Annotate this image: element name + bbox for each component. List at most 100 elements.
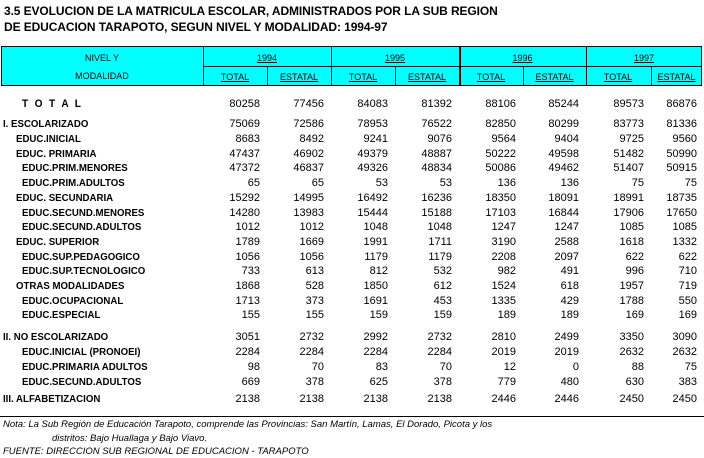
row-label: EDUC.ESPECIAL: [22, 309, 101, 322]
cell-value: 70: [439, 361, 452, 373]
cell-value: 53: [375, 177, 388, 190]
cell-value: 1012: [235, 221, 260, 234]
header-divider: [331, 46, 332, 86]
table-row: EDUC. PRIMARIA 47437 46902 49379 48887 50222 4…: [0, 147, 704, 162]
cell-value: 383: [678, 376, 697, 388]
cell-value: 80299: [548, 118, 579, 130]
cell-value: 2632: [672, 346, 697, 358]
cell-value: 9725: [619, 133, 644, 145]
footer-divider: [0, 416, 704, 417]
cell-value: 86876: [666, 98, 697, 110]
row-label: EDUC. SUPERIOR: [16, 235, 100, 248]
cell-value: 2284: [235, 346, 260, 358]
row-label: EDUC.SECUND.MENORES: [22, 206, 145, 219]
cell-value: 16236: [421, 191, 452, 204]
cell-value: 2284: [299, 346, 324, 358]
header-year: 1997: [633, 53, 655, 64]
cell-value: 1048: [363, 221, 388, 234]
table-row: I. ESCOLARIZADO 75069 72586 78953 76522 82850…: [0, 117, 704, 132]
cell-value: 2499: [554, 331, 579, 343]
cell-value: 1056: [235, 250, 260, 263]
header-total: TOTAL: [348, 72, 378, 83]
cell-value: 47437: [229, 147, 260, 160]
cell-value: 2450: [672, 393, 697, 405]
row-label: EDUC.PRIM.MENORES: [22, 162, 128, 175]
note-line-2: distritos: Bajo Huallaga y Bajo Viavo.: [52, 433, 208, 444]
cell-value: 429: [560, 294, 579, 307]
header-modalidad: MODALIDAD: [75, 71, 129, 82]
table-row: III. ALFABETIZACION 2138 2138 2138 2138 2446 2…: [0, 392, 704, 407]
cell-value: 1247: [491, 221, 516, 234]
header-divider: [586, 46, 587, 86]
cell-value: 9241: [363, 133, 388, 145]
cell-value: 1524: [491, 280, 516, 292]
cell-value: 189: [560, 309, 579, 322]
table-row: EDUC.ESPECIAL 155 155 159 159 189 189 169 169: [0, 308, 704, 323]
cell-value: 1179: [364, 250, 388, 263]
row-label: EDUC. PRIMARIA: [16, 147, 97, 160]
header-divider: [267, 66, 268, 86]
cell-value: 2019: [491, 346, 516, 358]
header-year: 1994: [256, 53, 278, 64]
cell-value: 2446: [554, 393, 579, 405]
cell-value: 625: [369, 376, 388, 388]
cell-value: 996: [625, 265, 644, 278]
cell-value: 2284: [427, 346, 452, 358]
table-row: EDUC. SECUNDARIA 15292 14995 16492 16236 1835…: [0, 191, 704, 206]
header-divider: [203, 46, 204, 86]
table-row: EDUC.OCUPACIONAL 1713 373 1691 453 1335 429 178…: [0, 294, 704, 309]
cell-value: 53: [439, 177, 452, 190]
cell-value: 189: [497, 309, 516, 322]
table-row: T O T A L 80258 77456 84083 81392 88106 85244 8…: [0, 97, 704, 112]
cell-value: 75: [684, 361, 697, 373]
table-row: EDUC.SECUND.ADULTOS 669 378 625 378 779 480 630…: [0, 375, 704, 390]
cell-value: 75: [684, 177, 697, 190]
cell-value: 2632: [619, 346, 644, 358]
cell-value: 17650: [666, 206, 697, 219]
row-label: EDUC.INICIAL: [16, 133, 81, 145]
cell-value: 1012: [299, 221, 324, 234]
cell-value: 453: [433, 294, 452, 307]
cell-value: 81392: [421, 98, 452, 110]
cell-value: 70: [311, 361, 324, 373]
cell-value: 613: [305, 265, 324, 278]
cell-value: 2450: [619, 393, 644, 405]
cell-value: 16844: [548, 206, 579, 219]
row-label: EDUC. SECUNDARIA: [16, 191, 114, 204]
header-estatal: ESTATAL: [279, 72, 319, 83]
header-divider: [523, 66, 524, 86]
cell-value: 47372: [229, 162, 260, 175]
table-row: EDUC.PRIM.ADULTOS 65 65 53 53 136 136 75 75: [0, 176, 704, 191]
row-label: EDUC.PRIM.ADULTOS: [22, 177, 125, 190]
cell-value: 2138: [235, 393, 260, 405]
cell-value: 2138: [427, 393, 452, 405]
cell-value: 65: [311, 177, 324, 190]
cell-value: 81336: [666, 118, 697, 130]
cell-value: 2446: [491, 393, 516, 405]
header-divider: [651, 66, 652, 86]
cell-value: 3090: [672, 331, 697, 343]
cell-value: 2732: [299, 331, 324, 343]
cell-value: 630: [625, 376, 644, 388]
cell-value: 1788: [619, 294, 644, 307]
cell-value: 155: [305, 309, 324, 322]
cell-value: 1085: [619, 221, 644, 234]
row-label: EDUC.OCUPACIONAL: [22, 294, 124, 307]
table-row: EDUC.SUP.TECNOLOGICO 733 613 812 532 982 491 99…: [0, 264, 704, 279]
cell-value: 779: [497, 376, 516, 388]
header-estatal: ESTATAL: [535, 72, 574, 83]
cell-value: 2097: [554, 250, 579, 263]
cell-value: 72586: [293, 118, 324, 130]
cell-value: 159: [433, 309, 452, 322]
table-row: EDUC. SUPERIOR 1789 1669 1991 1711 3190 2588 16…: [0, 235, 704, 250]
cell-value: 13983: [293, 206, 324, 219]
cell-value: 77456: [293, 98, 324, 110]
cell-value: 78953: [357, 118, 388, 130]
cell-value: 18735: [666, 191, 697, 204]
cell-value: 622: [625, 250, 644, 263]
table-row: EDUC.INICIAL 8683 8492 9241 9076 9564 9404 9725…: [0, 132, 704, 147]
cell-value: 2810: [491, 331, 516, 343]
cell-value: 88106: [485, 98, 516, 110]
cell-value: 9564: [491, 133, 516, 145]
header-total: TOTAL: [603, 72, 633, 83]
